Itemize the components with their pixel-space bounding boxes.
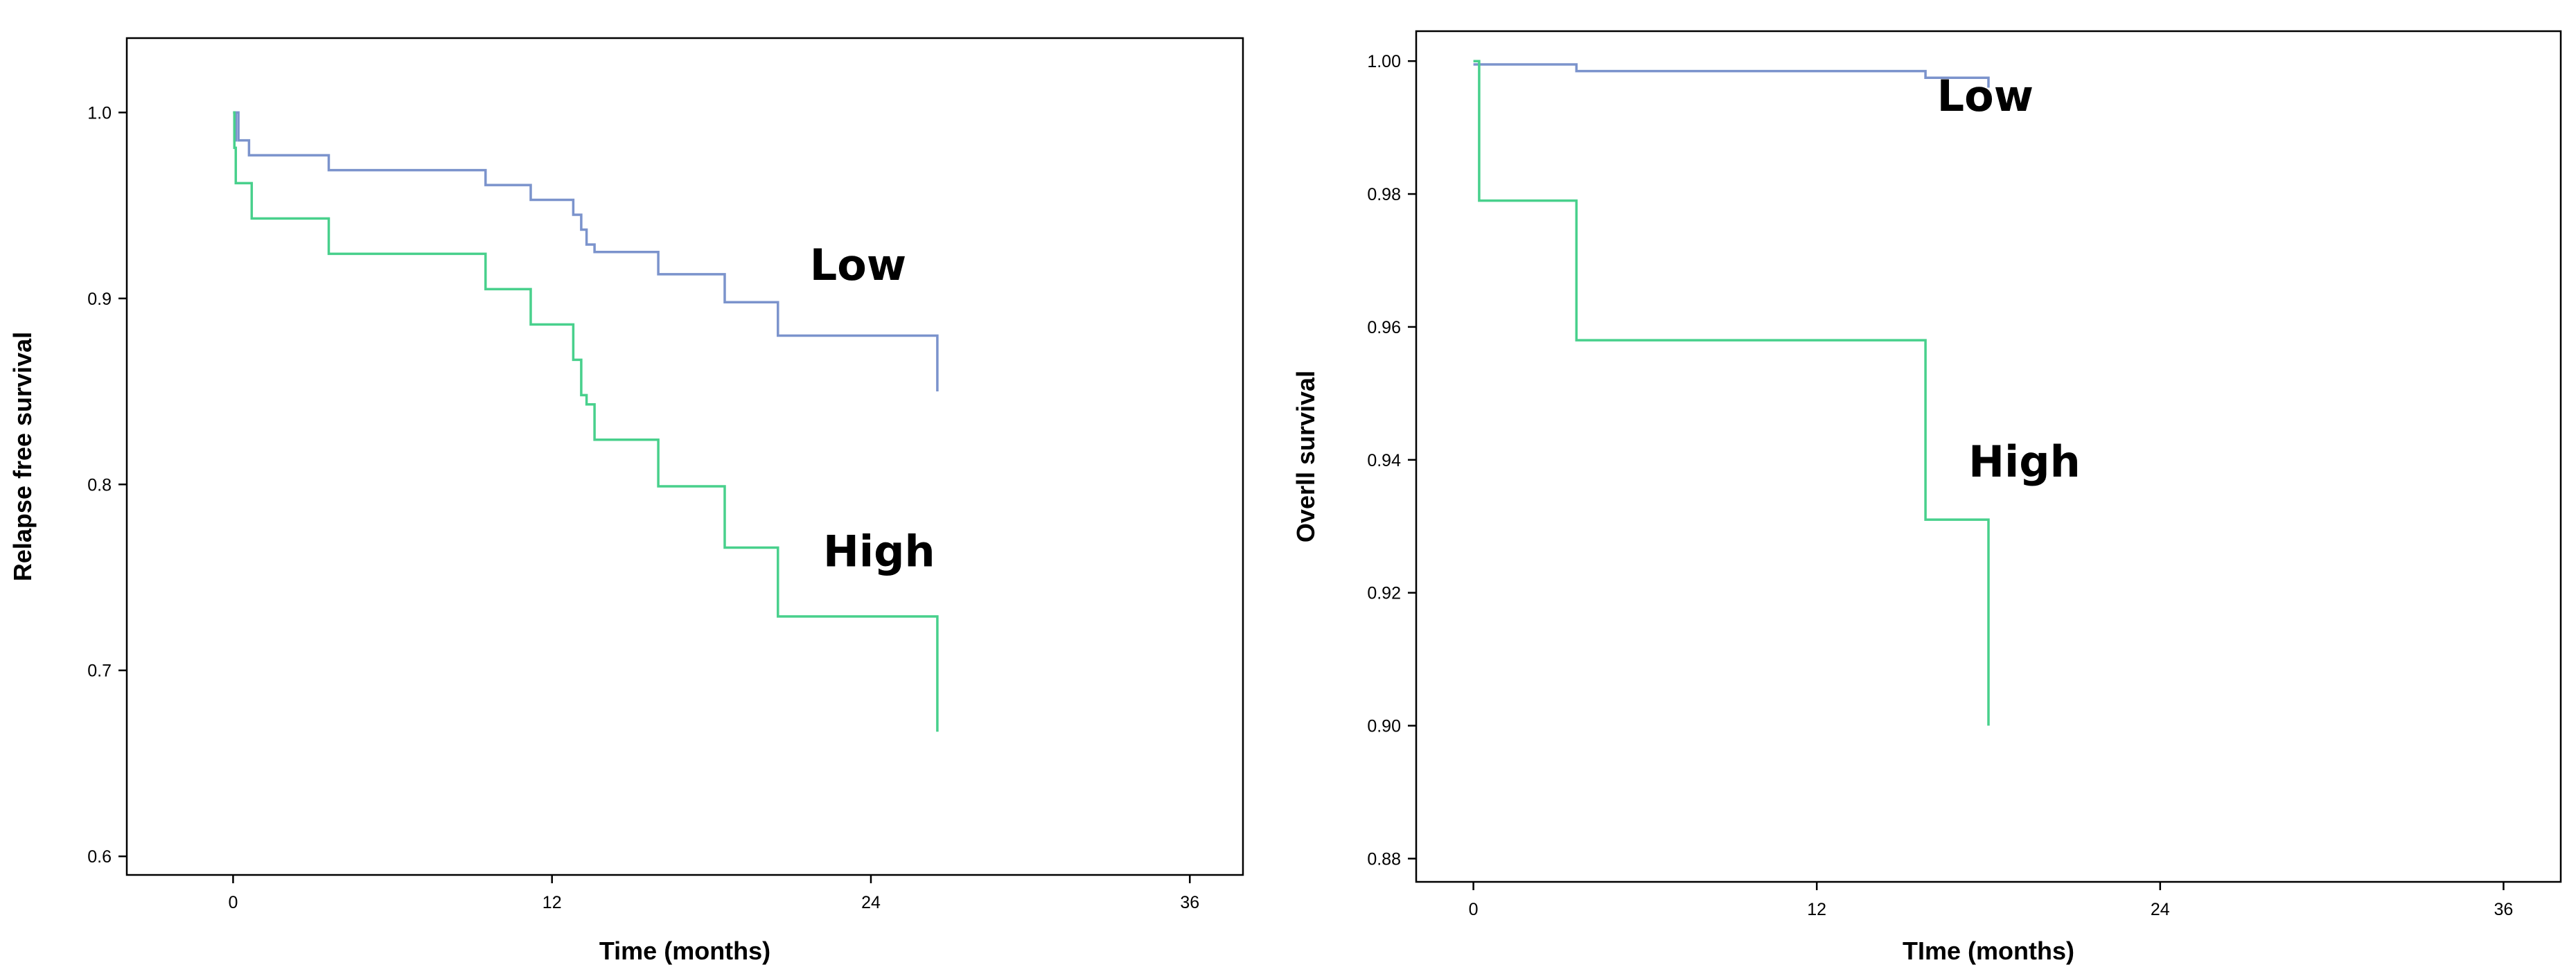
chart-1-annotation-high: High xyxy=(823,526,935,576)
chart-2-series-low-curve xyxy=(1473,63,1990,88)
chart-2-plot-frame xyxy=(1415,30,2562,883)
chart-2-annotation-low: Low xyxy=(1937,71,2034,121)
chart-1-y-axis-title: Relapse free survival xyxy=(8,332,37,581)
chart-2-y-tick-label: 0.94 xyxy=(1367,451,1401,470)
chart-2-y-tick-label: 0.98 xyxy=(1367,185,1401,204)
chart-2-x-tick-label: 24 xyxy=(2151,900,2170,919)
chart-1-plot-frame xyxy=(125,37,1244,876)
chart-1-series-high-curve xyxy=(233,111,939,732)
chart-1-annotation-low: Low xyxy=(810,240,906,290)
chart-2-x-tick-label: 36 xyxy=(2494,900,2513,919)
chart-1-y-tick-label: 0.9 xyxy=(87,290,112,309)
chart-1-x-tick-label: 36 xyxy=(1180,893,1199,912)
chart-2-x-tick-label: 12 xyxy=(1807,900,1826,919)
chart-1-x-tick-label: 12 xyxy=(542,893,562,912)
relapse-free-survival-chart: 0 12 24 36 0.6 0.7 0.8 0.9 1.0 Time (months) Relap… xyxy=(8,37,1244,965)
chart-2-y-tick-label: 0.96 xyxy=(1367,318,1401,337)
chart-2-x-tick-label: 0 xyxy=(1469,900,1479,919)
chart-2-y-tick-label: 0.90 xyxy=(1367,717,1401,736)
chart-1-x-axis-title: Time (months) xyxy=(599,937,770,965)
chart-2-y-tick-label: 1.00 xyxy=(1367,52,1401,71)
chart-1-y-tick-label: 1.0 xyxy=(87,103,112,123)
chart-1-series-low-curve xyxy=(233,111,939,391)
chart-2-series-high-curve xyxy=(1473,60,1990,726)
chart-2-annotation-high: High xyxy=(1968,436,2081,487)
chart-1-y-tick-label: 0.6 xyxy=(87,847,112,867)
chart-2-x-axis-title: TIme (months) xyxy=(1903,937,2074,965)
chart-2-y-tick-label: 0.88 xyxy=(1367,849,1401,869)
chart-1-y-tick-label: 0.8 xyxy=(87,475,112,495)
chart-1-x-tick-label: 0 xyxy=(228,893,238,912)
chart-2-y-tick-label: 0.92 xyxy=(1367,584,1401,603)
overall-survival-chart: 0 12 24 36 0.88 0.90 0.92 0.94 0.96 0.98 1.00 TIme … xyxy=(1291,30,2562,965)
chart-1-x-tick-label: 24 xyxy=(861,893,881,912)
chart-2-y-axis-title: Overll survival xyxy=(1291,371,1320,542)
chart-1-y-tick-label: 0.7 xyxy=(87,662,112,681)
